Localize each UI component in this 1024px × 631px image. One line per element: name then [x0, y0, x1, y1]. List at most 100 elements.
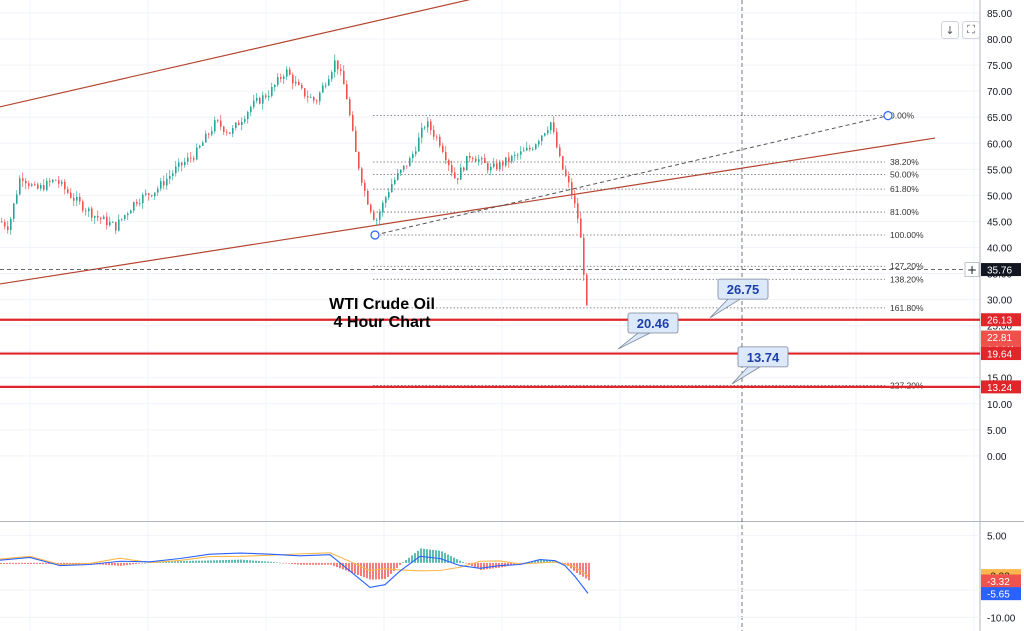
macd-histogram-bar [414, 553, 416, 563]
candle-body [109, 222, 111, 226]
candle-body [466, 155, 468, 171]
macd-histogram-bar [327, 562, 329, 565]
macd-histogram-bar [132, 562, 134, 565]
candle-body [49, 180, 51, 182]
macd-histogram-bar [39, 562, 41, 564]
candle-body [496, 163, 498, 170]
macd-histogram-bar [462, 562, 464, 563]
candle-body [580, 218, 582, 238]
macd-histogram-bar [489, 562, 491, 569]
macd-histogram-bar [396, 562, 398, 568]
down-arrow-icon[interactable]: ↓ [941, 21, 959, 39]
macd-histogram-bar [72, 562, 74, 564]
price-axis-label-bg [981, 347, 1021, 361]
candle-body [76, 196, 78, 201]
macd-histogram-bar [495, 562, 497, 569]
macd-histogram-bar [543, 559, 545, 563]
candle-body [133, 202, 135, 211]
candle-body [130, 210, 132, 214]
macd-signal-line [0, 552, 589, 577]
macd-histogram-bar [486, 562, 488, 570]
candle-body [259, 97, 261, 104]
macd-histogram-bar [297, 562, 299, 565]
candle-body [232, 127, 234, 134]
candle-body [295, 81, 297, 84]
macd-histogram-bar [354, 562, 356, 574]
fib-anchor-handle [370, 230, 380, 240]
macd-histogram-bar [288, 562, 290, 564]
candle-body [184, 161, 186, 166]
macd-histogram-bar [441, 551, 443, 563]
candle-body [25, 180, 27, 184]
candles [1, 54, 588, 306]
macd-histogram-bar [360, 562, 362, 577]
macd-histogram-bar [522, 562, 524, 564]
macd-histogram-bar [69, 562, 71, 564]
candle-body [175, 166, 177, 174]
macd-histogram-bar [207, 560, 209, 563]
macd-histogram-bar [477, 562, 479, 569]
candle-body [346, 84, 348, 100]
price-axis-label-bg [981, 313, 1021, 327]
candle-body [415, 151, 417, 155]
macd-histogram-bar [279, 562, 281, 564]
price-axis-label-text: 19.64 [987, 350, 1012, 361]
candle-body [340, 69, 342, 71]
candle-body [376, 219, 378, 221]
candle-body [253, 100, 255, 107]
candle-body [121, 218, 123, 220]
candle-body [211, 131, 213, 135]
candle-body [205, 133, 207, 143]
candle-body [106, 216, 108, 226]
candle-body [163, 181, 165, 186]
price-tick-label: 15.00 [987, 374, 1012, 385]
macd-histogram-bar [363, 562, 365, 578]
candle-body [328, 79, 330, 86]
macd-histogram-bar [450, 556, 452, 563]
candle-body [352, 114, 354, 131]
candle-body [1, 221, 3, 223]
macd-histogram-bar [342, 562, 344, 570]
macd-histogram-bar [384, 562, 386, 580]
macd-histogram-bar [309, 562, 311, 565]
candle-body [196, 147, 198, 160]
price-tick-label: 80.00 [987, 35, 1012, 46]
macd-histogram-bar [579, 562, 581, 575]
macd-histogram-bar [225, 560, 227, 563]
macd-histogram-bar [306, 562, 308, 565]
macd-histogram-bar [465, 562, 467, 564]
macd-histogram-bar [12, 562, 14, 564]
macd-histogram-bar [138, 562, 140, 564]
macd-histogram-bar [243, 559, 245, 563]
fib-level-label: 227.20% [890, 381, 924, 391]
candle-body [361, 168, 363, 183]
candle-body [19, 178, 21, 195]
macd-histogram-bar [300, 562, 302, 565]
candle-body [208, 133, 210, 135]
fib-level-label: 0.00% [890, 111, 915, 121]
macd-histogram-bar [30, 562, 32, 564]
macd-histogram-bar [255, 560, 257, 563]
macd-histogram-bar [66, 562, 68, 564]
candle-body [439, 136, 441, 146]
candle-body [64, 181, 66, 190]
candle-body [145, 193, 147, 195]
macd-histogram-bar [270, 561, 272, 563]
candle-body [571, 182, 573, 196]
candle-body [505, 157, 507, 166]
macd-histogram-bar [186, 560, 188, 563]
price-callout: 26.75 [709, 278, 769, 319]
candle-body [565, 169, 567, 176]
candle-body [148, 193, 150, 196]
price-tick-label: 25.00 [987, 322, 1012, 333]
candle-body [313, 97, 315, 101]
macd-histogram-bar [429, 549, 431, 563]
candle-body [289, 69, 291, 75]
candle-body [202, 142, 204, 146]
fullscreen-icon[interactable]: ⛶ [962, 21, 980, 39]
candle-body [124, 215, 126, 219]
candle-body [40, 185, 42, 189]
macd-histogram-bar [291, 562, 293, 564]
macd-value-label-text: -5.65 [987, 590, 1010, 601]
